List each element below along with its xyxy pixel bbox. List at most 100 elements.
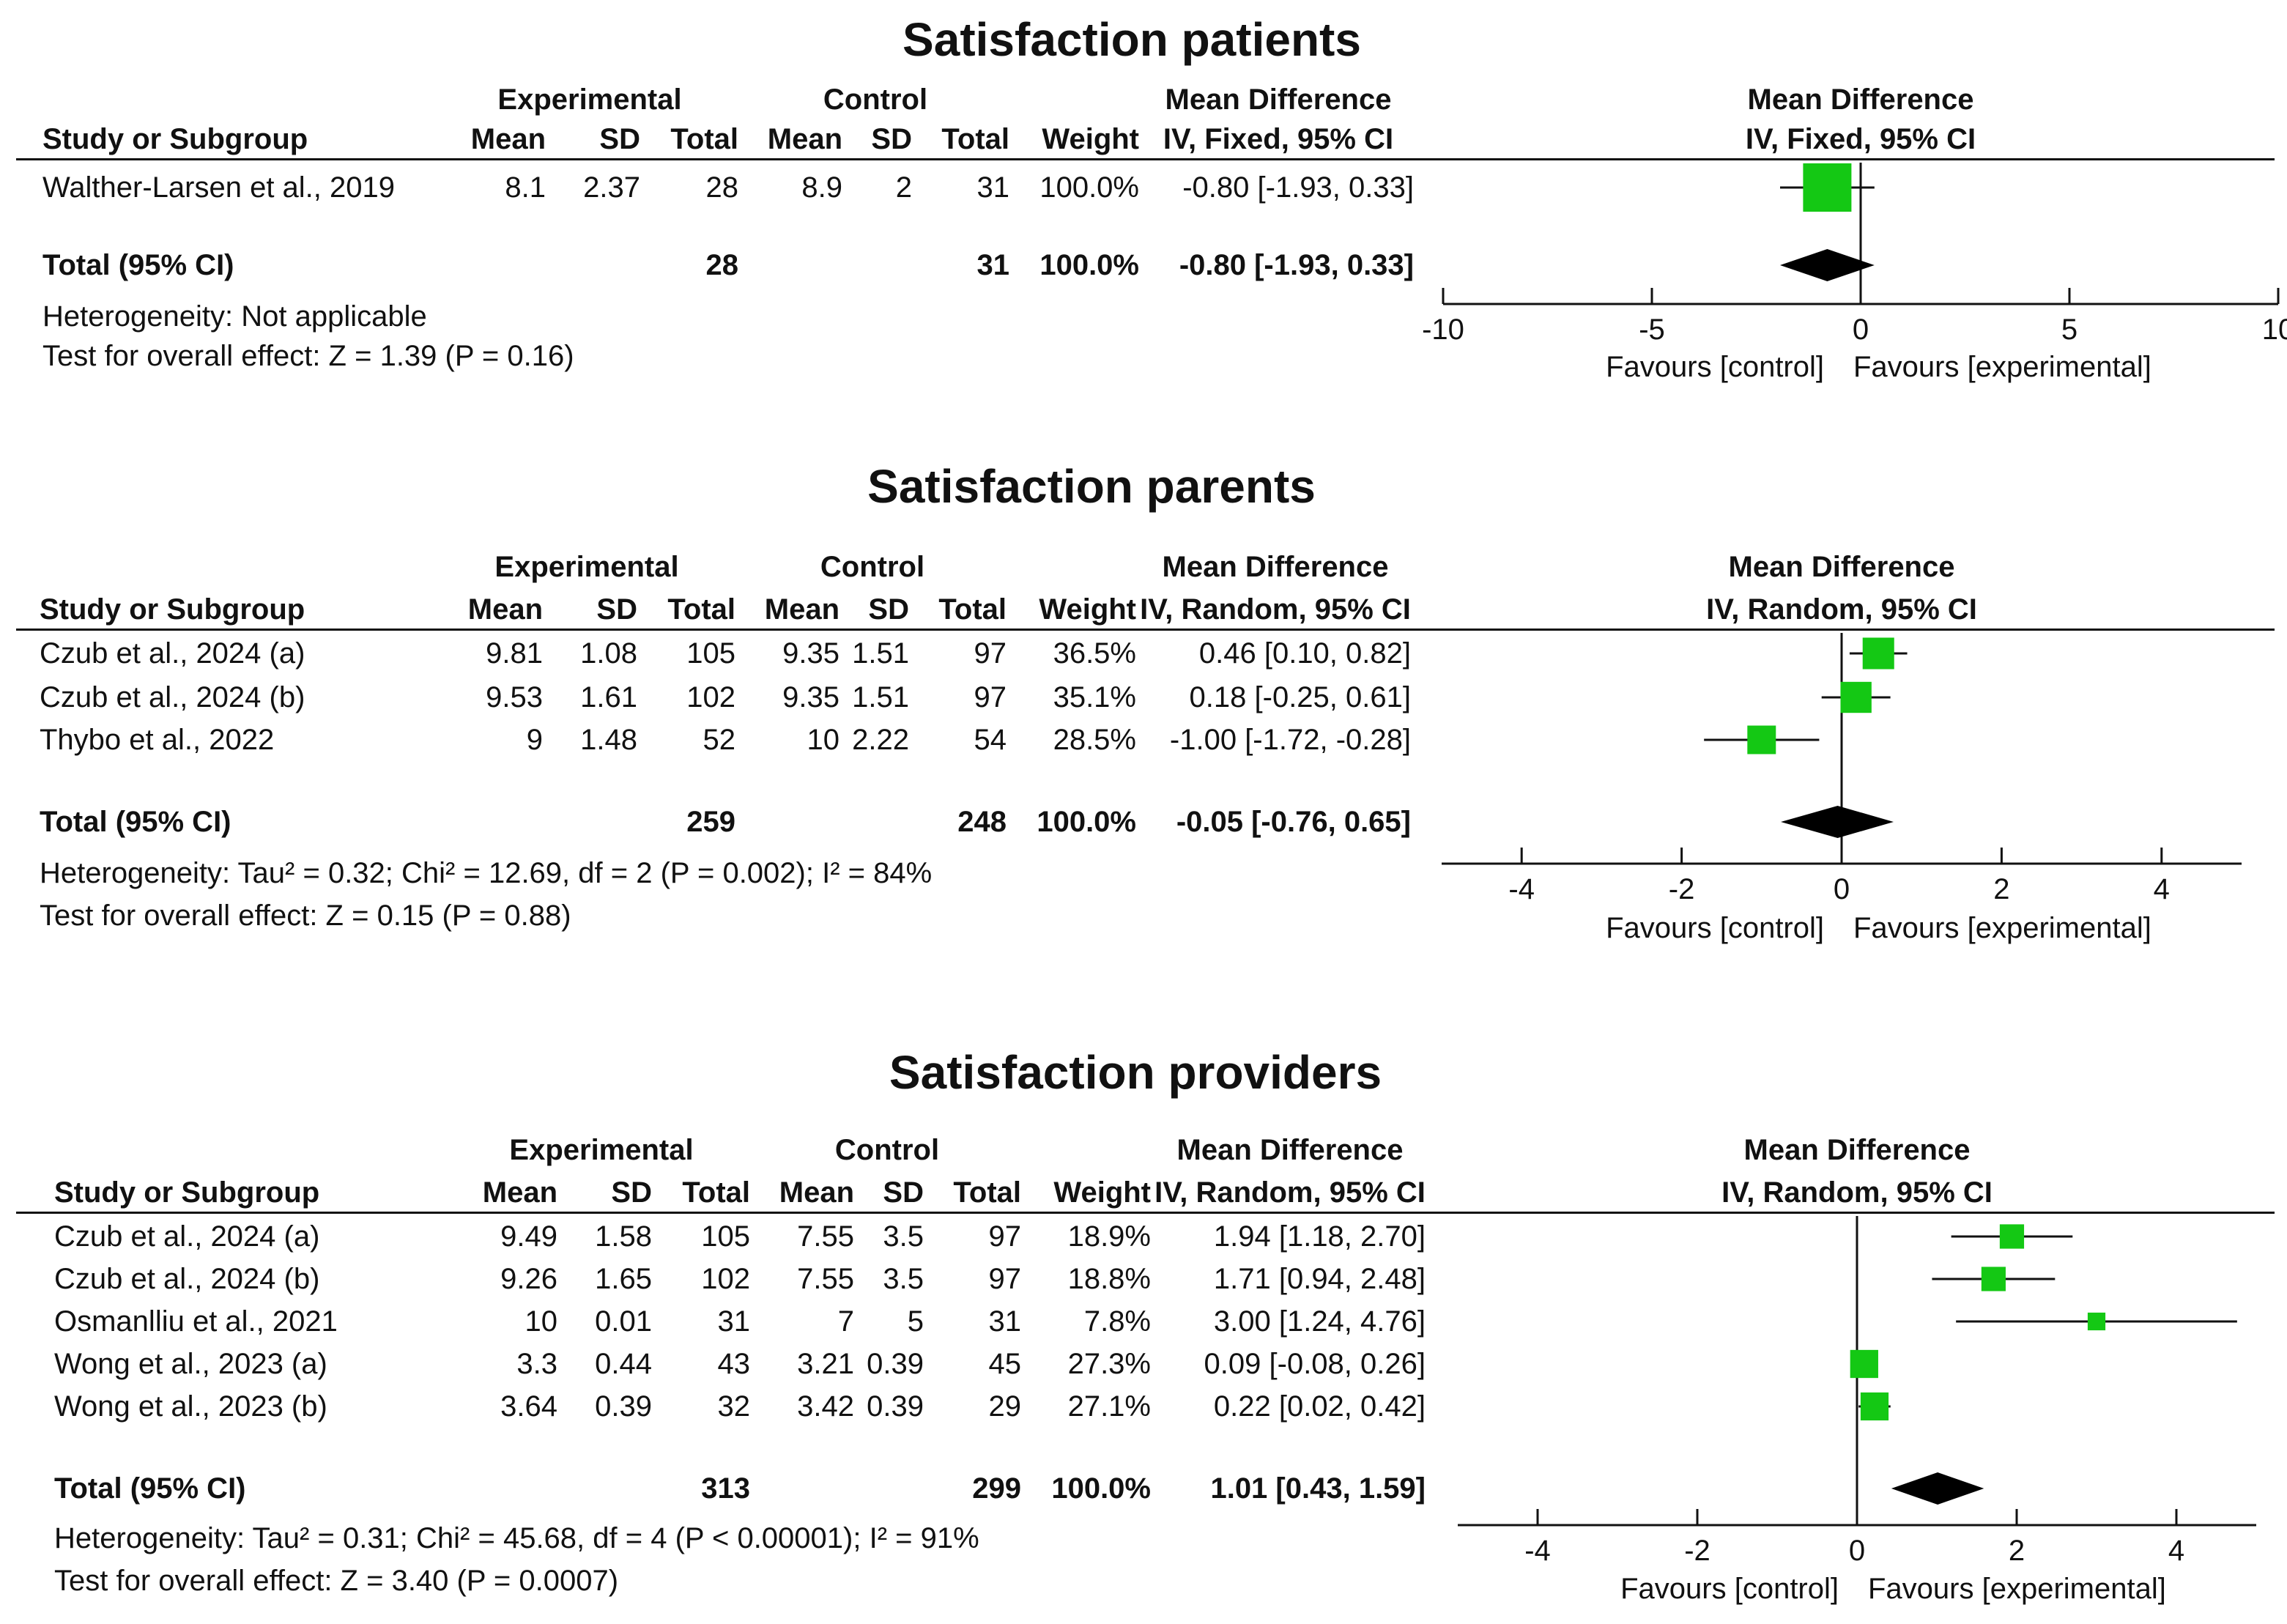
ctl-total-value: 97 xyxy=(974,681,1007,713)
total-ci-value: -0.05 [-0.76, 0.65] xyxy=(1176,806,1411,838)
ctl-sd-value: 2.22 xyxy=(852,724,909,756)
x-tick-label: -2 xyxy=(1669,873,1695,905)
study-name: Wong et al., 2023 (a) xyxy=(54,1348,327,1380)
x-tick-label: -2 xyxy=(1684,1535,1710,1567)
control-group-header: Control xyxy=(834,1134,940,1166)
forest-plot-panel: Satisfaction parents Experimental Control M… xyxy=(0,454,2287,1040)
panel-title: Satisfaction providers xyxy=(889,1046,1382,1099)
exp-sd-value: 1.08 xyxy=(580,637,637,670)
exp-mean-value: 9.81 xyxy=(486,637,543,670)
weight-header: Weight xyxy=(1053,1176,1151,1209)
panel-title: Satisfaction parents xyxy=(867,460,1316,513)
ctl-total-sum: 299 xyxy=(972,1472,1021,1505)
forest-plot-area: -4 -2 0 2 4 Favours [control] Favours [experim… xyxy=(1442,633,2242,944)
exp-sd-value: 1.61 xyxy=(580,681,637,713)
exp-total-value: 102 xyxy=(686,681,735,713)
ctl-mean-value: 9.35 xyxy=(782,681,839,713)
ctl-total-value: 97 xyxy=(988,1220,1022,1253)
x-tick-label: -5 xyxy=(1639,314,1665,346)
ctl-sd-value: 0.39 xyxy=(867,1390,924,1423)
x-tick-label: -4 xyxy=(1524,1535,1551,1567)
exp-sd-value: 0.39 xyxy=(595,1390,652,1423)
exp-mean-value: 10 xyxy=(525,1305,558,1338)
exp-sd-value: 1.48 xyxy=(580,724,637,756)
x-tick-label: 0 xyxy=(1849,1535,1865,1567)
header-rule xyxy=(16,629,2275,631)
exp-mean-value: 3.3 xyxy=(516,1348,557,1380)
experimental-group-header: Experimental xyxy=(497,84,682,116)
weight-value: 28.5% xyxy=(1053,724,1136,756)
study-column-header: Study or Subgroup xyxy=(40,593,305,626)
study-name: Walther-Larsen et al., 2019 xyxy=(42,171,395,204)
study-effect-marker xyxy=(1862,637,1894,670)
ctl-sd-value: 3.5 xyxy=(883,1220,924,1253)
effect-ci-value: 1.71 [0.94, 2.48] xyxy=(1213,1263,1426,1295)
weight-value: 27.3% xyxy=(1067,1348,1151,1380)
header-rule xyxy=(16,1212,2275,1214)
pooled-effect-diamond xyxy=(1891,1472,1984,1505)
ctl-total-value: 31 xyxy=(976,171,1010,204)
weight-value: 36.5% xyxy=(1053,637,1136,670)
study-name: Czub et al., 2024 (b) xyxy=(40,681,305,713)
exp-sd-value: 1.58 xyxy=(595,1220,652,1253)
ctl-total-header: Total xyxy=(953,1176,1021,1209)
weight-value: 18.9% xyxy=(1067,1220,1151,1253)
study-name: Osmanlliu et al., 2021 xyxy=(54,1305,338,1338)
forest-plot-panel: Satisfaction providers Experimental Contro… xyxy=(0,1040,2287,1624)
mean-difference-header: Mean Difference xyxy=(1162,551,1389,583)
x-tick-label: 5 xyxy=(2061,314,2077,346)
panel-title: Satisfaction patients xyxy=(902,13,1361,66)
forest-plot-area: -10 -5 0 5 10 Favours [control] Favours [exper… xyxy=(1422,163,2287,383)
favours-experimental-label: Favours [experimental] xyxy=(1853,351,2151,383)
exp-sd-header: SD xyxy=(599,123,640,155)
favours-control-label: Favours [control] xyxy=(1606,912,1824,944)
plot-mean-difference-header: Mean Difference xyxy=(1743,1134,1971,1166)
ctl-sd-value: 2 xyxy=(895,171,912,204)
weight-value: 27.1% xyxy=(1067,1390,1151,1423)
effect-ci-value: 0.22 [0.02, 0.42] xyxy=(1213,1390,1426,1423)
effect-ci-value: -1.00 [-1.72, -0.28] xyxy=(1169,724,1411,756)
ctl-mean-value: 7.55 xyxy=(797,1220,854,1253)
favours-control-label: Favours [control] xyxy=(1606,351,1824,383)
ctl-sd-header: SD xyxy=(871,123,912,155)
x-tick-label: 2 xyxy=(1993,873,2009,905)
ctl-total-value: 97 xyxy=(988,1263,1022,1295)
effect-ci-value: 0.46 [0.10, 0.82] xyxy=(1198,637,1411,670)
exp-mean-value: 9 xyxy=(526,724,543,756)
experimental-group-header: Experimental xyxy=(509,1134,694,1166)
study-effect-marker xyxy=(1999,1224,2025,1249)
exp-total-value: 32 xyxy=(717,1390,751,1423)
exp-sd-header: SD xyxy=(611,1176,652,1209)
exp-total-value: 105 xyxy=(686,637,735,670)
exp-mean-value: 9.26 xyxy=(500,1263,557,1295)
ctl-mean-value: 9.35 xyxy=(782,637,839,670)
exp-total-value: 43 xyxy=(717,1348,751,1380)
total-weight: 100.0% xyxy=(1051,1472,1151,1505)
ctl-sd-value: 5 xyxy=(907,1305,924,1338)
exp-total-value: 28 xyxy=(705,171,739,204)
ctl-total-value: 97 xyxy=(974,637,1007,670)
effect-ci-value: 0.09 [-0.08, 0.26] xyxy=(1204,1348,1426,1380)
exp-mean-value: 3.64 xyxy=(500,1390,557,1423)
exp-total-header: Total xyxy=(682,1176,750,1209)
ctl-sd-value: 0.39 xyxy=(867,1348,924,1380)
ctl-total-value: 31 xyxy=(988,1305,1022,1338)
plot-mean-difference-header: Mean Difference xyxy=(1728,551,1955,583)
plot-method-header: IV, Fixed, 95% CI xyxy=(1745,123,1976,155)
exp-mean-header: Mean xyxy=(467,593,543,626)
study-name: Wong et al., 2023 (b) xyxy=(54,1390,327,1423)
exp-total-header: Total xyxy=(667,593,735,626)
effect-ci-value: -0.80 [-1.93, 0.33] xyxy=(1182,171,1414,204)
method-header: IV, Random, 95% CI xyxy=(1154,1176,1426,1209)
ctl-mean-header: Mean xyxy=(767,123,842,155)
favours-experimental-label: Favours [experimental] xyxy=(1853,912,2151,944)
exp-mean-value: 9.53 xyxy=(486,681,543,713)
ctl-total-sum: 248 xyxy=(957,806,1007,838)
exp-sd-value: 0.01 xyxy=(595,1305,652,1338)
total-ci-value: -0.80 [-1.93, 0.33] xyxy=(1179,249,1414,281)
exp-total-sum: 259 xyxy=(686,806,735,838)
study-effect-marker xyxy=(1747,725,1776,754)
x-tick-label: -4 xyxy=(1508,873,1535,905)
ctl-total-value: 29 xyxy=(988,1390,1022,1423)
total-label: Total (95% CI) xyxy=(54,1472,246,1505)
